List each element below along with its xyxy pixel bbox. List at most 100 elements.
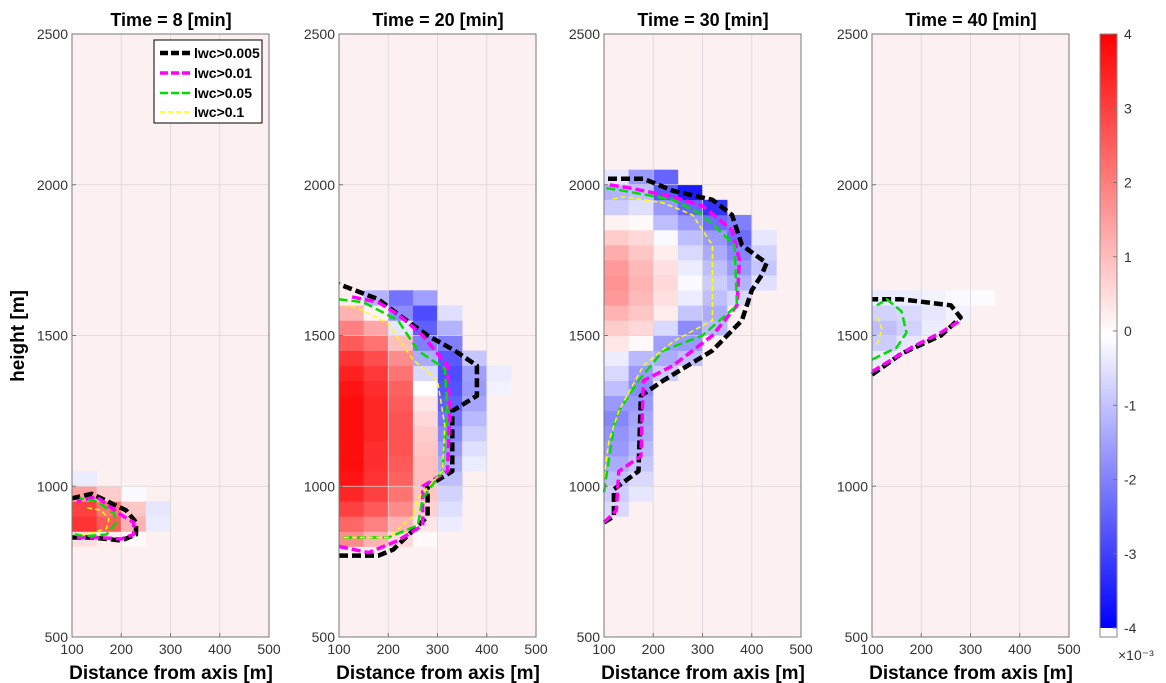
heatmap-cell <box>388 290 414 306</box>
colorbar-gradient <box>1099 33 1118 638</box>
heatmap-cell <box>896 320 922 336</box>
heatmap-cell <box>653 320 679 336</box>
x-tick-label: 400 <box>208 641 232 657</box>
panel-time-8: Time = 8 [min] Distance from axis [m] 10… <box>37 10 281 683</box>
contour-line <box>602 176 769 525</box>
heatmap-cell <box>72 471 97 487</box>
heatmap-cell <box>653 214 679 231</box>
heatmap-cell <box>339 441 364 457</box>
heatmap-cell <box>145 501 171 517</box>
heatmap-cell <box>412 456 438 472</box>
heatmap-cell <box>412 501 438 517</box>
heatmap-cell <box>872 305 897 321</box>
contour-line <box>871 298 908 361</box>
x-axis-label: Distance from axis [m] <box>869 663 1073 683</box>
panel-title: Time = 30 [min] <box>637 10 768 30</box>
contour-line <box>338 294 452 555</box>
x-tick-label: 500 <box>1057 641 1081 657</box>
colorbar-tick-label: 2 <box>1124 175 1132 191</box>
heatmap-cell <box>653 260 679 276</box>
heatmap-cell <box>437 350 463 366</box>
heatmap-cell <box>628 320 654 336</box>
heatmap-cell <box>604 290 629 306</box>
heatmap-cell <box>872 320 897 336</box>
y-axis-label: height [m] <box>8 290 29 382</box>
x-tick-label: 300 <box>959 641 983 657</box>
y-tick-label: 1500 <box>569 328 600 344</box>
heatmap-cell <box>653 290 679 306</box>
x-tick-label: 100 <box>860 641 884 657</box>
contour-line <box>603 196 714 478</box>
y-tick-label: 2500 <box>569 26 600 42</box>
heatmap-cell <box>363 395 389 412</box>
heatmap-cell <box>462 365 488 382</box>
heatmap-cell <box>751 229 777 246</box>
legend-label-2: lwc>0.05 <box>194 85 252 101</box>
y-tick-label: 2000 <box>37 177 68 193</box>
heatmap-cell <box>604 380 629 397</box>
colorbar: 4 3 2 1 0 -1 -2 -3 -4 ×10⁻³ <box>1099 26 1154 663</box>
heatmap-cell <box>702 229 728 246</box>
panel-title: Time = 40 [min] <box>905 10 1036 30</box>
contour-line <box>876 314 883 345</box>
heatmap-cell <box>653 245 679 261</box>
heatmap-cell <box>412 380 438 397</box>
contour-line <box>870 297 963 377</box>
x-axis-label: Distance from axis [m] <box>336 663 540 683</box>
heatmap-cell <box>628 260 654 276</box>
contour-line <box>74 497 118 538</box>
heatmap-cell <box>388 350 414 366</box>
heatmap-cell <box>970 290 996 306</box>
heatmap-cell <box>437 471 463 487</box>
heatmap-cell <box>437 486 463 502</box>
heatmap-cell <box>388 380 414 397</box>
x-tick-label: 400 <box>1008 641 1032 657</box>
heatmap-cell <box>628 290 654 306</box>
heatmap-cell <box>604 350 629 366</box>
heatmap-cell <box>653 229 679 246</box>
x-tick-label: 100 <box>60 641 84 657</box>
heatmap-cell <box>677 260 703 276</box>
colorbar-tick-label: 3 <box>1124 100 1132 116</box>
heatmap-cell <box>388 395 414 412</box>
heatmap-cell <box>339 486 364 502</box>
colorbar-tick-label: -4 <box>1124 620 1137 636</box>
heatmap-cell <box>604 199 629 216</box>
heatmap-cell <box>677 290 703 306</box>
heatmap-cell <box>388 410 414 427</box>
heatmap-cell <box>604 471 629 487</box>
heatmap-cell <box>363 471 389 487</box>
heatmap-cell <box>412 290 438 306</box>
contour-line <box>338 298 449 539</box>
heatmap-cell <box>121 486 147 502</box>
colorbar-tick-label: 0 <box>1124 323 1132 339</box>
heatmap-cell <box>604 214 629 231</box>
heatmap-cell <box>604 275 629 291</box>
heatmap-cell <box>363 410 389 427</box>
legend-label-3: lwc>0.1 <box>194 104 244 120</box>
heatmap-cell <box>437 456 463 472</box>
x-tick-label: 400 <box>475 641 499 657</box>
heatmap-cell <box>412 441 438 457</box>
heatmap-cell <box>702 260 728 276</box>
heatmap-cell <box>363 320 389 336</box>
heatmap-cell <box>677 305 703 321</box>
heatmap-cell <box>412 320 438 336</box>
x-tick-label: 300 <box>691 641 715 657</box>
heatmap-cell <box>339 516 364 532</box>
heatmap-cell <box>462 456 488 472</box>
heatmap-cell <box>628 199 654 216</box>
heatmap-cell <box>462 441 488 457</box>
heatmap-cell <box>628 214 654 231</box>
heatmap-cell <box>339 350 364 366</box>
heatmap-cell <box>653 350 679 366</box>
heatmap-cell <box>121 531 147 547</box>
heatmap-cell <box>653 275 679 291</box>
y-tick-label: 500 <box>45 629 69 645</box>
heatmap-cell <box>628 245 654 261</box>
contour-line <box>76 495 136 541</box>
heatmap-cell <box>702 245 728 261</box>
heatmap-cell <box>751 245 777 261</box>
heatmap-cell <box>363 531 389 547</box>
colorbar-tick-label: -2 <box>1124 472 1137 488</box>
